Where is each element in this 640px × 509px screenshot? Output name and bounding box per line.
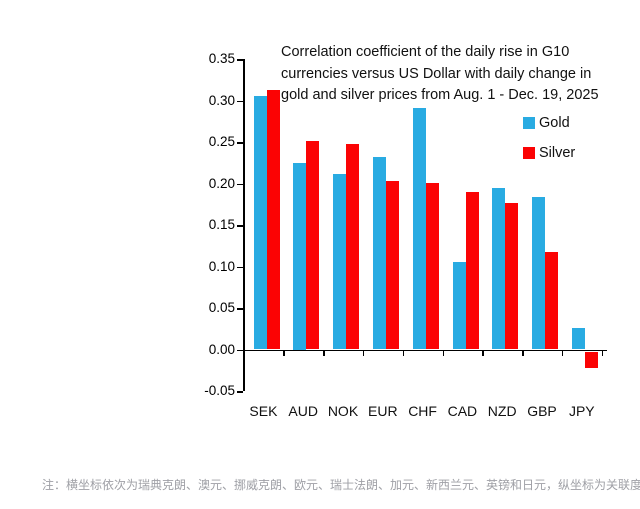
- x-axis-label-jpy: JPY: [568, 403, 595, 419]
- chart-title: Correlation coefficient of the daily ris…: [281, 42, 599, 107]
- y-tick: [237, 266, 243, 268]
- x-tick: [402, 351, 405, 356]
- silver-swatch-icon: [523, 147, 535, 159]
- x-axis-label-cad: CAD: [447, 403, 478, 419]
- bar-gold-jpy: [571, 327, 585, 350]
- legend-item-gold: Gold: [523, 115, 575, 131]
- bar-gold-cad: [452, 262, 466, 350]
- bar-silver-eur: [385, 181, 399, 350]
- y-tick-label: 0.25: [208, 134, 235, 149]
- x-tick: [283, 351, 285, 356]
- chart-title-line-3: gold and silver prices from Aug. 1 - Dec…: [281, 87, 599, 103]
- x-axis-label-nok: NOK: [327, 403, 359, 419]
- y-tick: [237, 225, 243, 227]
- y-tick-label: 0.10: [208, 258, 235, 274]
- y-tick: [237, 349, 243, 351]
- legend-item-silver: Silver: [523, 145, 576, 161]
- y-tick-label: -0.05: [204, 383, 235, 398]
- y-tick: [237, 183, 243, 185]
- x-tick: [482, 351, 484, 356]
- bar-silver-chf: [425, 182, 439, 350]
- y-tick: [237, 308, 243, 310]
- y-tick-label: 0.15: [208, 217, 235, 232]
- bar-gold-chf: [412, 107, 426, 350]
- bar-silver-aud: [306, 141, 320, 350]
- x-axis-label-sek: SEK: [249, 403, 278, 419]
- legend-label-gold: Gold: [539, 115, 570, 131]
- x-tick: [601, 351, 604, 356]
- y-tick: [237, 59, 243, 61]
- bar-gold-sek: [253, 96, 267, 350]
- y-tick-label: 0.35: [208, 51, 235, 66]
- y-tick-label: 0.05: [208, 300, 235, 315]
- legend: Gold Silver: [523, 115, 576, 176]
- y-tick: [237, 142, 243, 144]
- x-tick: [362, 351, 365, 356]
- x-tick: [323, 351, 325, 356]
- gold-swatch-icon: [523, 117, 535, 129]
- x-axis-label-chf: CHF: [408, 403, 437, 419]
- bar-gold-eur: [372, 156, 386, 350]
- y-tick-label: 0.30: [208, 92, 235, 108]
- y-tick: [237, 100, 243, 102]
- chart-title-line-2: currencies versus US Dollar with daily c…: [281, 65, 592, 82]
- x-axis-label-eur: EUR: [368, 403, 398, 419]
- x-axis-line: [243, 349, 607, 351]
- bar-gold-nzd: [492, 187, 506, 350]
- y-axis-line: [243, 59, 245, 391]
- x-tick: [442, 351, 444, 356]
- legend-label-silver: Silver: [539, 145, 576, 161]
- plot-area: 0.35 0.30 0.25 0.20 0.15 0.10 0.05 0.00 -0.05 SEK…: [204, 51, 607, 419]
- chart-title-line-1: Correlation coefficient of the daily ris…: [281, 44, 570, 60]
- y-tick-label: 0.00: [208, 341, 235, 357]
- bar-gold-aud: [293, 162, 307, 350]
- bar-gold-nok: [333, 174, 347, 350]
- bar-silver-sek: [266, 89, 280, 350]
- bar-silver-jpy: [584, 351, 598, 369]
- footnote: 注：横坐标依次为瑞典克朗、澳元、挪威克朗、欧元、瑞士法朗、加元、新西兰元、英镑和…: [42, 478, 640, 492]
- x-axis-label-aud: AUD: [288, 403, 318, 419]
- bar-silver-nzd: [505, 203, 519, 350]
- x-tick: [522, 351, 524, 356]
- bar-silver-gbp: [545, 251, 559, 350]
- bar-gold-gbp: [532, 196, 546, 350]
- x-axis-label-gbp: GBP: [527, 403, 557, 419]
- y-tick-label: 0.20: [208, 175, 235, 191]
- y-tick: [237, 391, 243, 393]
- bar-silver-cad: [465, 191, 479, 350]
- x-axis-label-nzd: NZD: [487, 403, 517, 419]
- x-tick: [561, 351, 564, 356]
- bar-silver-nok: [346, 143, 360, 350]
